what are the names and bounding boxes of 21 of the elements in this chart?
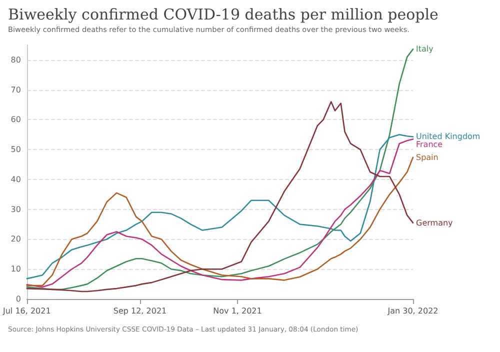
y-tick-label: 80	[10, 55, 21, 64]
x-tick-label: Jan 30, 2022	[386, 306, 438, 316]
x-tick-label: Nov 1, 2021	[213, 306, 262, 316]
y-tick-label: 20	[10, 234, 21, 244]
series-label: Italy	[416, 44, 434, 54]
y-tick-label: 30	[10, 204, 21, 214]
line-series	[26, 101, 414, 292]
y-tick-label: 40	[10, 174, 21, 184]
y-tick-label: 10	[10, 264, 21, 274]
line-series	[26, 48, 414, 290]
x-tick-label: Sep 12, 2021	[113, 306, 167, 316]
y-tick-label: 0	[16, 294, 21, 304]
y-tick-label: 50	[10, 145, 21, 154]
x-tick-label: Jul 16, 2021	[2, 306, 51, 316]
series-label: Germany	[416, 218, 454, 228]
y-tick-label: 60	[10, 115, 21, 124]
y-tick-label: 70	[10, 85, 21, 94]
chart-title: Biweekly confirmed COVID-19 deaths per million people	[8, 6, 439, 24]
series-label: Spain	[416, 152, 438, 162]
series-label: France	[416, 140, 443, 150]
series-label: United Kingdom	[416, 132, 480, 142]
